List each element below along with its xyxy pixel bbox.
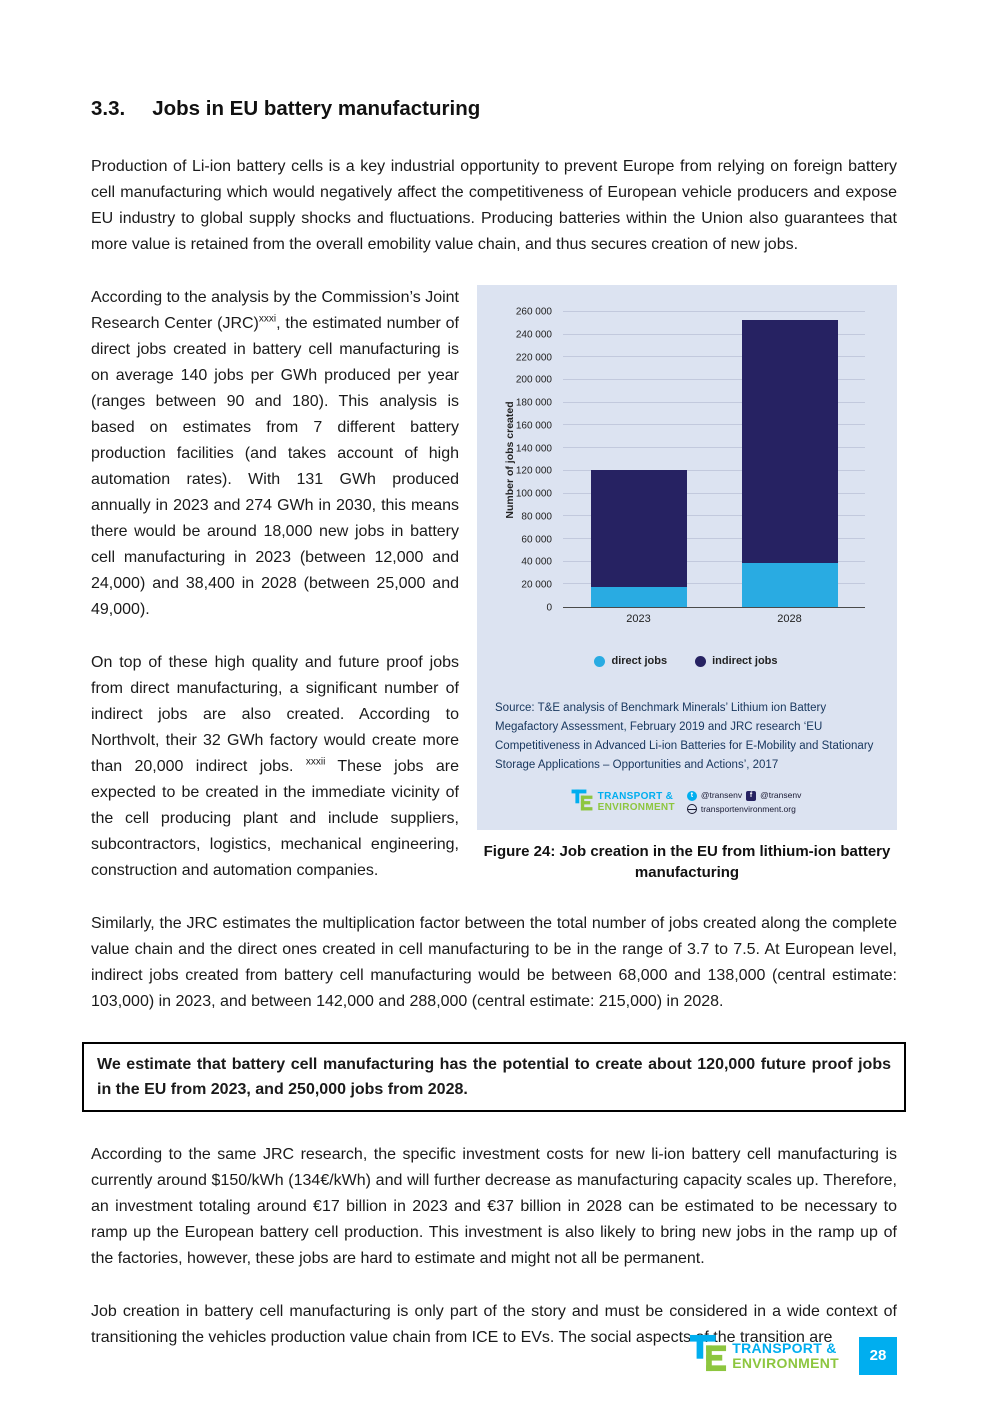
chart-legend: direct jobs indirect jobs	[491, 655, 881, 667]
bar-segment-direct-jobs-2028	[741, 563, 838, 607]
globe-icon	[686, 804, 697, 815]
facebook-icon: f	[746, 790, 757, 801]
section-number: 3.3.	[91, 97, 126, 120]
facebook-handle: @transenv	[760, 790, 802, 800]
chart-y-tick-label: 20 000	[521, 579, 552, 591]
te-logo-line2: ENVIRONMENT	[597, 801, 675, 813]
page-footer: TRANSPORT & ENVIRONMENT 28	[689, 1334, 897, 1377]
chart-gridline	[563, 424, 865, 426]
bar-segment-direct-jobs-2023	[590, 586, 687, 607]
chart-gridline	[563, 379, 865, 381]
footer-te-line1: TRANSPORT &	[732, 1339, 837, 1356]
chart-plot-area	[563, 311, 865, 608]
legend-item-indirect-jobs: indirect jobs	[695, 655, 778, 667]
chart-x-axis-labels: 2023 2028	[563, 613, 865, 625]
chart-y-tick-label: 80 000	[521, 511, 552, 523]
chart-area: Number of jobs created 0 20 000 40 000 60 0…	[491, 307, 881, 614]
chart-gridline	[563, 469, 865, 471]
twitter-icon: t	[686, 790, 697, 801]
paragraph-multiplication-factor: Similarly, the JRC estimates the multipl…	[91, 915, 897, 1010]
chart-y-tick-label: 60 000	[521, 534, 552, 546]
chart-y-tick-label: 220 000	[515, 352, 552, 364]
chart-gridline	[563, 401, 865, 403]
chart-gridline	[563, 447, 865, 449]
chart-bar-2023	[590, 312, 687, 607]
footer-te-logo: TRANSPORT & ENVIRONMENT	[689, 1334, 839, 1377]
chart-gridline	[563, 537, 865, 539]
paragraph-direct-jobs: According to the analysis by the Commiss…	[91, 285, 897, 623]
chart-gridline	[563, 356, 865, 358]
social-links: t @transenv f @transenv transportenviron…	[686, 789, 802, 816]
section-heading: 3.3. Jobs in EU battery manufacturing	[91, 97, 897, 121]
chart-gridline	[563, 333, 865, 335]
key-estimate-callout: We estimate that battery cell manufactur…	[82, 1042, 906, 1112]
footer-te-wordmark: TRANSPORT & ENVIRONMENT	[732, 1341, 839, 1370]
chart-y-tick-label: 120 000	[515, 465, 552, 477]
figure-24-chart-panel: Number of jobs created 0 20 000 40 000 60 0…	[477, 285, 897, 831]
chart-y-tick-label: 140 000	[515, 443, 552, 455]
legend-label: indirect jobs	[712, 655, 778, 667]
chart-y-tick-label: 160 000	[515, 420, 552, 432]
legend-dot	[594, 655, 606, 667]
te-logo-line1: TRANSPORT &	[597, 791, 674, 803]
legend-dot	[695, 655, 707, 667]
chart-x-tick-label: 2023	[626, 613, 651, 625]
section-title: Jobs in EU battery manufacturing	[152, 97, 481, 120]
chart-gridline	[563, 492, 865, 494]
chart-bar-2028	[741, 312, 838, 607]
te-logo: TRANSPORT & ENVIRONMENT	[571, 789, 675, 816]
te-logo-wordmark: TRANSPORT & ENVIRONMENT	[598, 792, 675, 813]
chart-y-tick-label: 0	[546, 602, 552, 614]
footnote-ref-xxxii: xxxii	[305, 756, 326, 768]
page-content: 3.3. Jobs in EU battery manufacturing Pr…	[82, 97, 906, 1346]
bar-segment-indirect-jobs-2023	[590, 469, 687, 587]
chart-gridline	[563, 583, 865, 585]
te-logo-icon	[571, 789, 593, 816]
paragraph-intro: Production of Li-ion battery cells is a …	[91, 158, 897, 253]
paragraph-direct-jobs-text: According to the analysis by the Commiss…	[91, 289, 459, 332]
paragraph-indirect-jobs-text: On top of these high quality and future …	[91, 654, 459, 775]
paragraph-indirect-jobs: On top of these high quality and future …	[91, 650, 897, 884]
chart-y-tick-label: 200 000	[515, 374, 552, 386]
paragraph-transition-context: Job creation in battery cell manufacturi…	[91, 1303, 897, 1346]
footer-te-line2: ENVIRONMENT	[732, 1354, 839, 1371]
chart-gridline	[563, 515, 865, 517]
legend-item-direct-jobs: direct jobs	[594, 655, 667, 667]
paragraph-direct-jobs-text-2: , the estimated number of direct jobs cr…	[91, 315, 460, 618]
bar-segment-indirect-jobs-2028	[741, 319, 838, 564]
chart-source-note: Source: T&E analysis of Benchmark Minera…	[495, 702, 874, 771]
figure-caption: Figure 24: Job creation in the EU from l…	[483, 843, 891, 882]
legend-label: direct jobs	[611, 655, 668, 667]
twitter-handle: @transenv	[700, 790, 743, 800]
chart-gridline	[563, 560, 865, 562]
chart-y-tick-label: 40 000	[521, 556, 552, 568]
chart-branding-row: TRANSPORT & ENVIRONMENT t @transenv f @t…	[491, 789, 881, 816]
chart-y-tick-label: 260 000	[515, 306, 552, 318]
chart-y-tick-label: 240 000	[515, 329, 552, 341]
figure-24: Number of jobs created 0 20 000 40 000 60 0…	[477, 285, 897, 883]
website-url: transportenvironment.org	[700, 803, 796, 814]
chart-y-tick-label: 180 000	[515, 397, 552, 409]
paragraph-indirect-jobs-text-2: These jobs are expected to be created in…	[91, 758, 459, 879]
chart-y-axis-ticks: 0 20 000 40 000 60 000 80 000 100 000 120 000 1…	[507, 307, 557, 614]
chart-x-tick-label: 2028	[777, 613, 802, 625]
page-number-badge: 28	[859, 1336, 897, 1375]
footer-te-logo-icon	[689, 1334, 727, 1377]
chart-y-tick-label: 100 000	[515, 488, 552, 500]
paragraph-investment: According to the same JRC research, the …	[91, 1146, 897, 1267]
footnote-ref-xxxi: xxxi	[258, 313, 277, 325]
chart-gridline	[563, 311, 865, 312]
